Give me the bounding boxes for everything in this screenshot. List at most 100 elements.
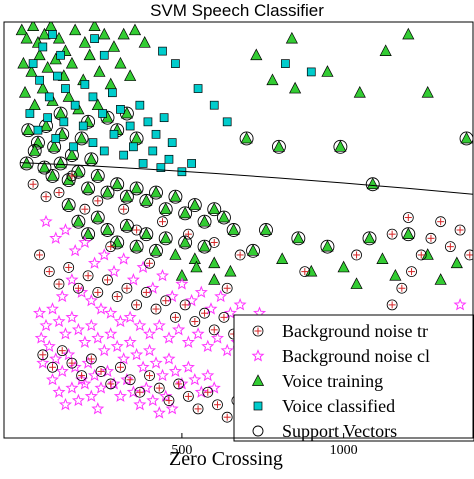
background-noise-classified-point	[143, 343, 157, 357]
legend: Background noise tr Background noise cl Vo…	[233, 314, 474, 442]
background-noise-classified-point	[123, 335, 137, 348]
voice-classified-point	[148, 146, 158, 156]
voice-training-point	[54, 156, 67, 169]
voice-classified-point	[98, 109, 108, 118]
background-noise-training-point	[402, 212, 414, 223]
voice-training-point	[208, 202, 221, 215]
background-noise-classified-point	[159, 389, 173, 402]
voice-classified-point	[99, 146, 109, 156]
axes-frame	[3, 21, 474, 439]
voice-training-point	[91, 98, 104, 111]
background-noise-classified-point	[68, 360, 82, 373]
background-noise-training-point	[53, 187, 65, 198]
voice-classified-point	[53, 71, 62, 81]
voice-training-point	[250, 48, 263, 61]
legend-marker-support-vectors	[252, 425, 264, 437]
background-noise-classified-point	[42, 339, 56, 352]
background-noise-classified-point	[91, 331, 105, 344]
voice-classified-point	[51, 134, 61, 143]
voice-training-point	[421, 85, 434, 98]
voice-classified-point	[281, 59, 290, 68]
background-noise-training-point	[179, 299, 191, 311]
background-noise-classified-point	[194, 285, 208, 298]
voice-classified-point	[59, 117, 69, 127]
voice-classified-point	[69, 142, 78, 152]
voice-training-point	[140, 194, 153, 206]
voice-training-point	[39, 119, 53, 131]
legend-label-background-noise-cl: Background noise cl	[282, 346, 430, 366]
voice-classified-point	[187, 159, 196, 168]
voice-training-point	[130, 239, 143, 252]
voice-training-point	[130, 131, 143, 144]
background-noise-training-point	[144, 257, 155, 269]
voice-training-point	[88, 22, 101, 32]
background-noise-training-point	[131, 224, 143, 236]
background-noise-classified-point	[97, 343, 111, 357]
background-noise-classified-point	[214, 289, 228, 303]
background-noise-training-point	[111, 291, 123, 302]
voice-training-point	[402, 227, 415, 240]
background-noise-classified-point	[453, 298, 467, 311]
voice-training-point	[25, 65, 38, 77]
legend-marker-background-noise-cl	[251, 349, 265, 362]
background-noise-classified-point	[78, 235, 92, 248]
voice-training-point	[188, 252, 201, 264]
voice-classified-point	[70, 100, 80, 110]
background-noise-training-point	[425, 232, 437, 244]
voice-classified-point	[48, 30, 57, 39]
background-noise-classified-point	[117, 252, 131, 265]
voice-classified-point	[119, 150, 129, 160]
voice-classified-point	[209, 100, 219, 110]
voice-classified-point	[116, 105, 125, 114]
voice-training-point	[62, 198, 75, 210]
background-noise-training-point	[85, 353, 97, 365]
background-noise-training-point	[415, 249, 427, 261]
voice-training-point	[353, 85, 366, 98]
voice-training-point	[149, 244, 163, 256]
voice-classified-point	[28, 59, 38, 68]
background-noise-training-point	[386, 228, 398, 240]
voice-training-point	[17, 56, 30, 69]
background-noise-classified-point	[146, 393, 160, 407]
background-noise-classified-point	[87, 368, 102, 382]
voice-training-point	[169, 189, 182, 202]
voice-training-point	[450, 256, 463, 269]
voice-training-point	[198, 239, 211, 252]
voice-training-point	[82, 181, 95, 194]
background-noise-training-point	[435, 216, 447, 228]
voice-classified-point	[158, 46, 167, 56]
background-noise-classified-point	[84, 293, 98, 307]
background-noise-classified-point	[65, 381, 79, 394]
background-noise-training-point	[140, 286, 152, 298]
background-noise-classified-point	[75, 285, 89, 298]
voice-training-point	[376, 252, 389, 264]
chart-text: 500 1000 SVM Speech Classifier Zero Crossin…	[150, 1, 358, 470]
voice-classified-point	[167, 138, 177, 147]
background-noise-classified-point	[46, 372, 59, 386]
voice-training-point	[78, 36, 91, 48]
background-noise-classified-point	[146, 281, 160, 294]
voice-classified-point	[80, 80, 90, 89]
background-noise-classified-point	[32, 306, 47, 319]
background-noise-training-point	[37, 349, 49, 361]
background-noise-classified-point	[49, 231, 63, 244]
voice-training-point	[124, 69, 137, 81]
background-noise-training-point	[144, 370, 155, 382]
background-noise-classified-point	[207, 381, 221, 394]
background-noise-training-point	[464, 249, 473, 261]
voice-classified-point	[151, 129, 161, 139]
x-tick-label: 1000	[330, 443, 358, 458]
background-noise-classified-point	[162, 331, 176, 344]
background-noise-classified-point	[107, 264, 121, 278]
voice-training-point	[120, 219, 133, 231]
voice-training-point	[65, 56, 79, 69]
background-noise-classified-point	[175, 277, 189, 290]
voice-training-point	[72, 165, 85, 177]
voice-classified-point	[129, 142, 138, 152]
voice-training-point	[289, 81, 302, 94]
background-noise-training-point	[351, 249, 362, 261]
background-noise-training-point	[163, 395, 175, 406]
voice-classified-point	[25, 109, 35, 118]
background-noise-training-point	[66, 357, 78, 369]
background-noise-classified-point	[194, 385, 208, 398]
